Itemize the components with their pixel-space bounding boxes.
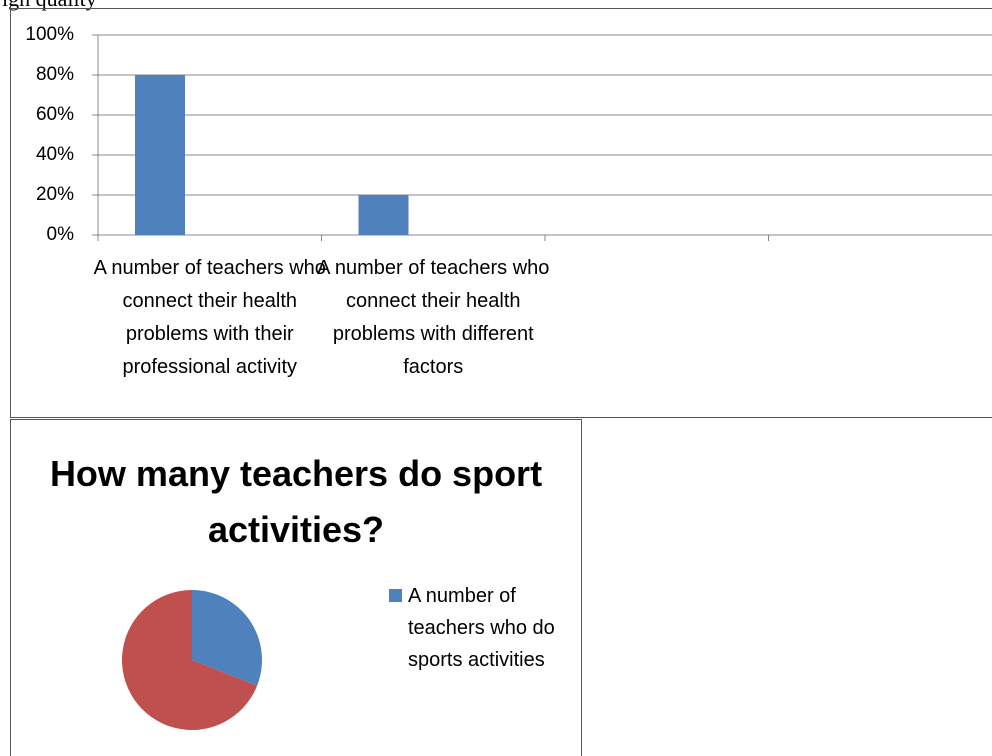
y-tick-label: 80%	[36, 64, 74, 85]
x-tick-label: A number of teachers who connect their h…	[317, 257, 550, 378]
pie-slice	[122, 590, 258, 731]
legend-swatch	[389, 589, 402, 602]
y-tick-label: 0%	[47, 224, 75, 245]
x-tick-label: A number of teachers who connect their h…	[93, 257, 326, 378]
y-tick-label: 100%	[25, 24, 74, 45]
y-tick-label: 20%	[36, 184, 74, 205]
pie-title: How many teachers do sport activities?	[49, 453, 543, 550]
header-text: igh quality	[2, 0, 97, 12]
legend-label: A number of teachers who do sports activ…	[408, 585, 555, 671]
y-tick-label: 40%	[36, 144, 74, 165]
pie-slice	[192, 590, 262, 686]
pie-chart-frame	[10, 419, 582, 756]
y-tick-label: 60%	[36, 104, 74, 125]
bar-chart-frame	[10, 8, 992, 418]
bar	[358, 195, 409, 235]
bar	[135, 75, 185, 235]
